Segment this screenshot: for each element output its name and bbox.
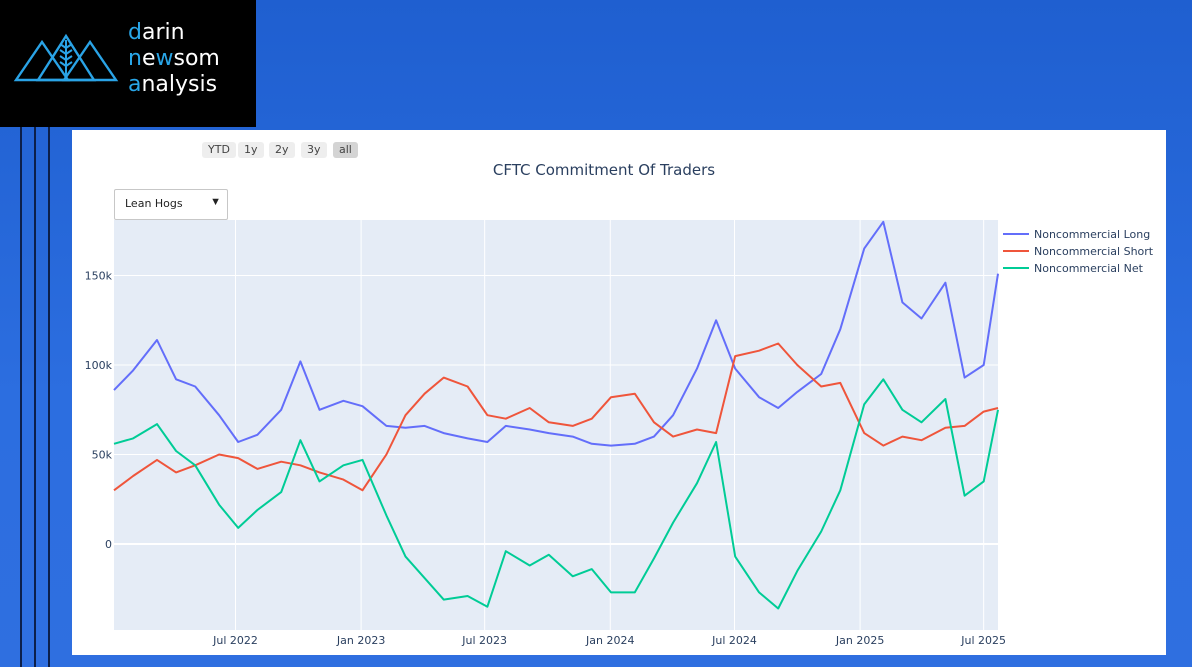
brand-accent: w xyxy=(155,46,174,71)
caret-down-icon: ▼ xyxy=(210,196,221,208)
brand-text: som xyxy=(173,46,220,71)
brand-text: e xyxy=(141,46,156,71)
range-button-3y[interactable]: 3y xyxy=(301,142,327,158)
series-line-noncommercial-net xyxy=(113,378,999,610)
range-button-all[interactable]: all xyxy=(333,142,358,158)
series-line-noncommercial-short xyxy=(113,342,999,492)
brand-text: nalysis xyxy=(141,72,218,97)
decorative-rule xyxy=(34,127,36,667)
brand-text: arin xyxy=(141,20,185,45)
x-tick-label: Jan 2023 xyxy=(336,634,385,647)
x-tick-label: Jul 2022 xyxy=(212,634,258,647)
legend-label: Noncommercial Short xyxy=(1034,245,1154,258)
brand-accent: a xyxy=(128,72,142,97)
brand-logo: darin newsom analysis xyxy=(0,0,256,127)
series-line-noncommercial-long xyxy=(113,220,999,447)
plot-area xyxy=(114,220,998,630)
brand-accent: n xyxy=(128,46,142,71)
range-button-2y[interactable]: 2y xyxy=(269,142,295,158)
brand-line-3: analysis xyxy=(128,72,220,98)
brand-line-2: newsom xyxy=(128,46,220,72)
dropdown-selected-value: Lean Hogs xyxy=(125,197,183,210)
cot-line-chart: Jul 2022 Jan 2023 Jul 2023 Jan 2024 Jul 2024… xyxy=(85,161,1154,647)
legend-label: Noncommercial Long xyxy=(1034,228,1150,241)
brand-line-1: darin xyxy=(128,20,220,46)
decorative-rule xyxy=(20,127,22,667)
x-tick-label: Jul 2023 xyxy=(461,634,507,647)
x-tick-label: Jul 2025 xyxy=(960,634,1006,647)
commodity-dropdown[interactable]: Lean Hogs ▼ xyxy=(114,189,228,220)
brand-accent: d xyxy=(128,20,142,45)
y-tick-label: 150k xyxy=(85,270,113,283)
x-tick-label: Jan 2024 xyxy=(585,634,634,647)
range-button-1y[interactable]: 1y xyxy=(238,142,264,158)
x-tick-label: Jan 2025 xyxy=(835,634,884,647)
mountain-wheat-icon xyxy=(13,33,119,82)
y-tick-label: 100k xyxy=(85,359,113,372)
chart-title: CFTC Commitment Of Traders xyxy=(493,161,715,179)
range-button-ytd[interactable]: YTD xyxy=(202,142,236,158)
y-tick-label: 50k xyxy=(92,449,113,462)
legend-label: Noncommercial Net xyxy=(1034,262,1144,275)
chart-panel: YTD 1y 2y 3y all Lean Hogs ▼ Jul 2022 Jan… xyxy=(72,130,1166,655)
brand-name: darin newsom analysis xyxy=(128,20,220,98)
x-tick-label: Jul 2024 xyxy=(711,634,757,647)
y-tick-label: 0 xyxy=(105,538,112,551)
decorative-rule xyxy=(48,127,50,667)
